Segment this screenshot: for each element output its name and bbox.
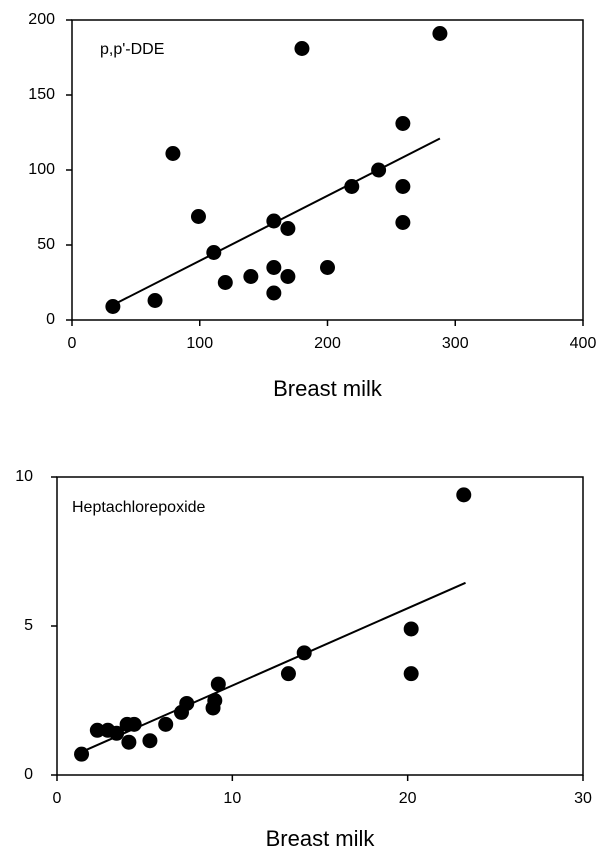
y-tick-label: 100 — [28, 161, 55, 178]
point — [210, 676, 226, 692]
point — [109, 725, 125, 741]
x-tick-label: 100 — [186, 335, 213, 352]
point — [403, 666, 419, 682]
point — [147, 293, 163, 308]
x-axis-label: Breast milk — [273, 376, 383, 401]
x-tick-label: 300 — [442, 335, 469, 352]
x-tick-label: 200 — [314, 335, 341, 352]
point — [432, 26, 448, 41]
point — [142, 733, 158, 749]
y-tick-label: 10 — [15, 468, 33, 485]
point — [280, 666, 296, 682]
trend-line — [74, 581, 466, 756]
x-tick-label: 0 — [68, 335, 77, 352]
y-tick-label: 5 — [24, 617, 33, 634]
point — [207, 693, 223, 708]
x-tick-label: 20 — [399, 790, 417, 807]
annotation: Heptachlorepoxide — [72, 499, 206, 516]
point — [190, 209, 206, 224]
point — [294, 41, 310, 56]
x-tick-label: 30 — [574, 790, 592, 807]
point — [158, 716, 174, 732]
y-tick-label: 0 — [46, 311, 55, 328]
x-tick-label: 10 — [223, 790, 241, 807]
point — [320, 260, 335, 275]
y-tick-label: 150 — [28, 86, 55, 103]
point — [280, 269, 296, 284]
point — [395, 179, 411, 194]
point — [266, 285, 282, 301]
point — [243, 269, 259, 284]
point — [217, 275, 233, 290]
point — [121, 734, 137, 750]
trend-line — [112, 137, 441, 306]
x-tick-label: 0 — [53, 790, 62, 807]
point — [165, 146, 181, 161]
point — [89, 722, 105, 738]
y-tick-label: 0 — [24, 766, 33, 783]
point — [456, 487, 472, 503]
point — [266, 260, 282, 275]
point — [403, 621, 419, 637]
point — [395, 116, 411, 131]
point — [344, 179, 360, 194]
point — [395, 215, 411, 230]
x-tick-label: 400 — [570, 335, 597, 352]
y-tick-label: 50 — [37, 236, 55, 253]
x-axis-label: Breast milk — [266, 826, 376, 851]
y-tick-label: 200 — [28, 11, 55, 28]
annotation: p,p'-DDE — [100, 41, 164, 58]
point — [280, 221, 296, 236]
